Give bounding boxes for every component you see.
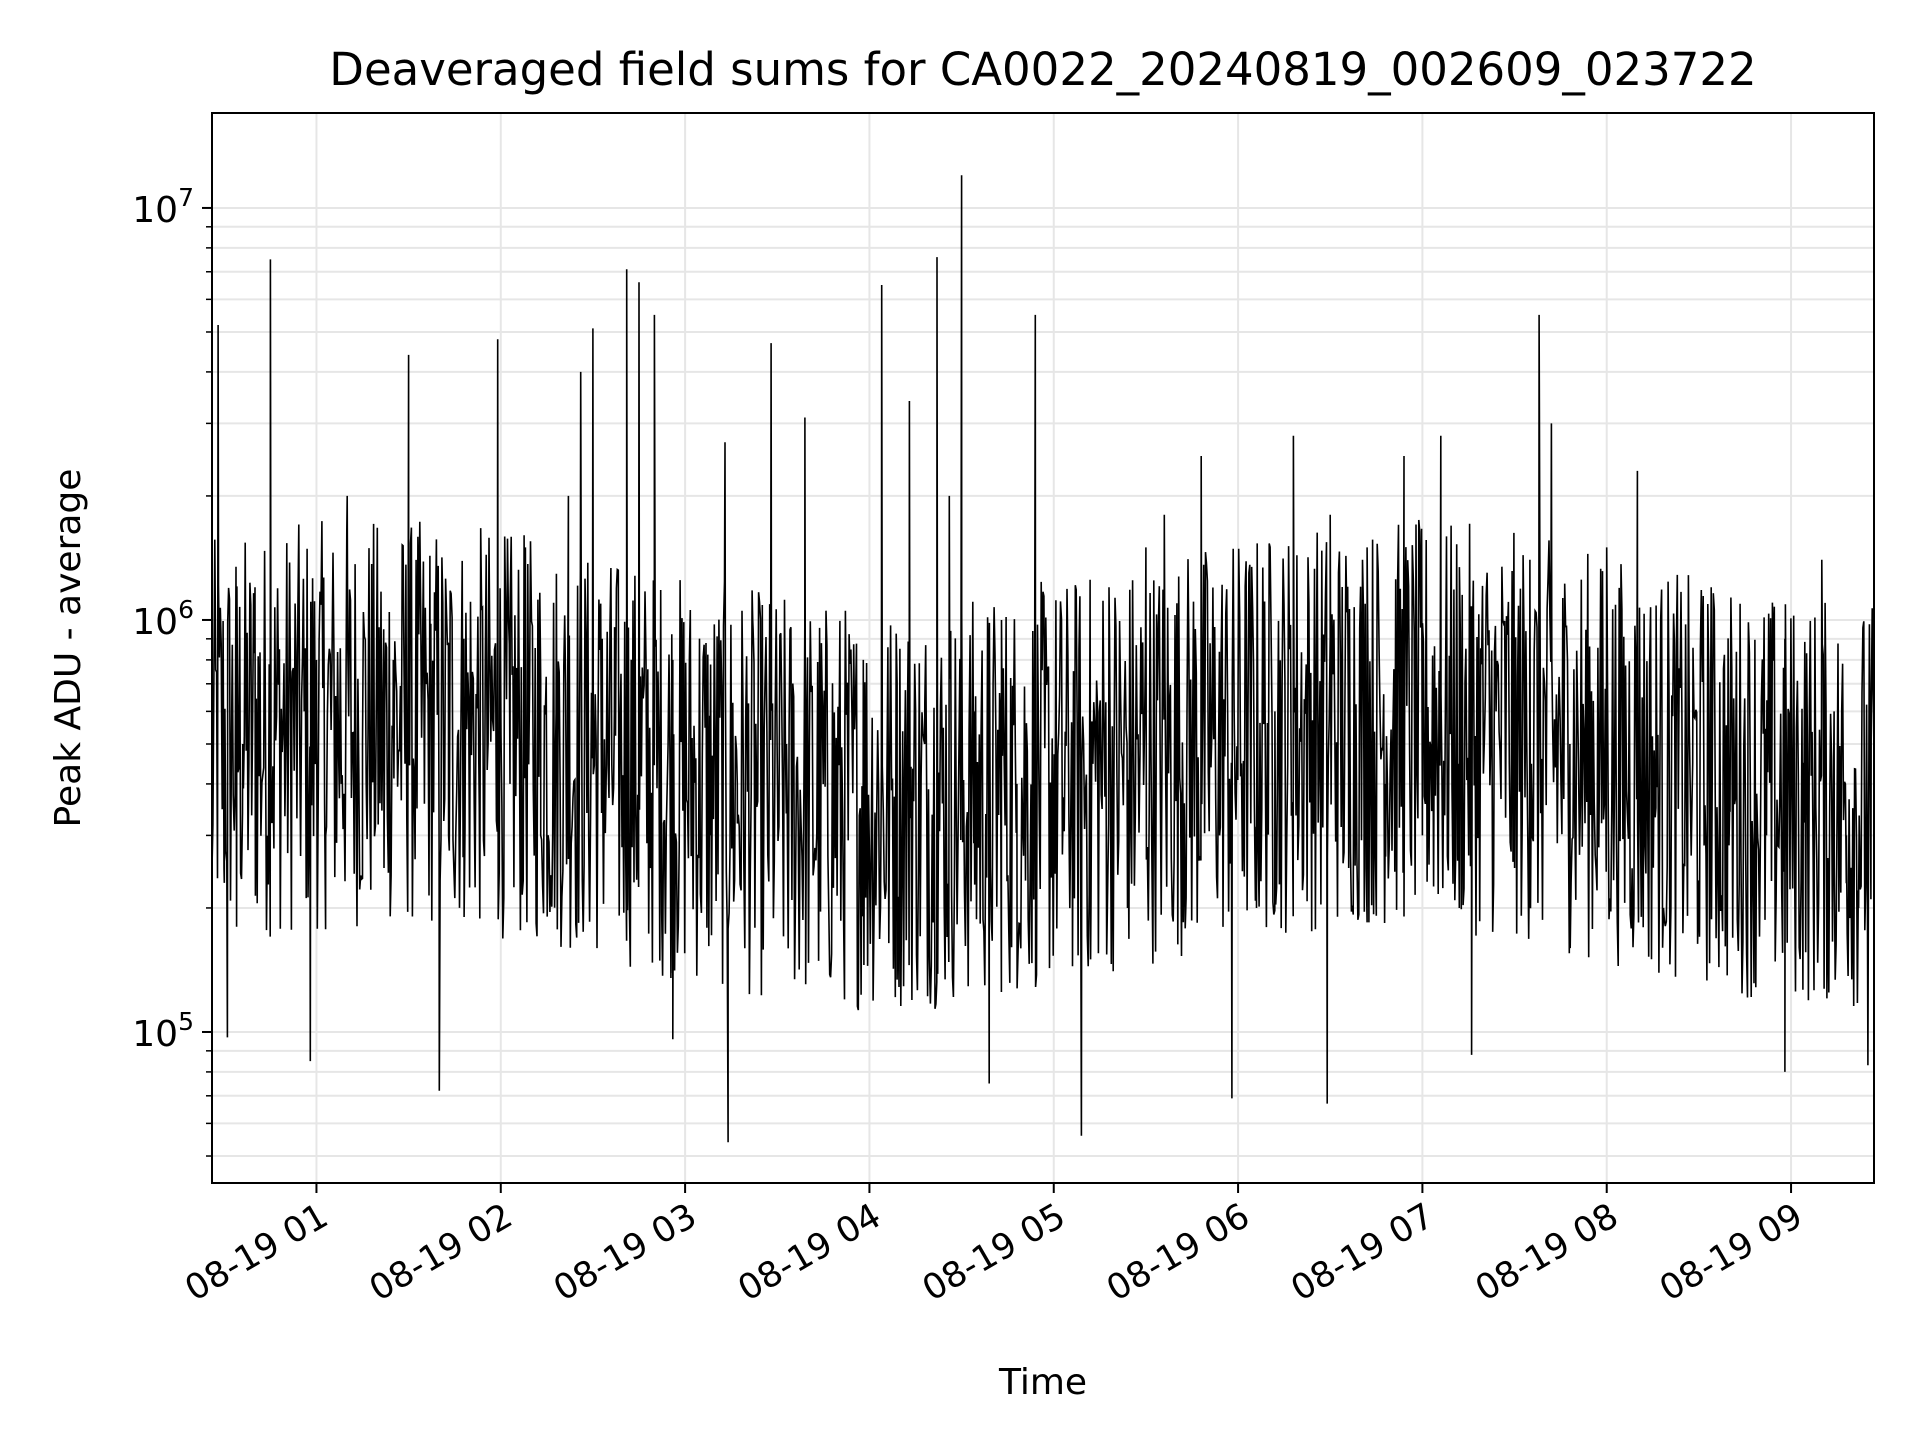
y-axis-ticks: 105 106 107 — [132, 183, 212, 1157]
y-tick-label: 107 — [132, 183, 194, 231]
plot-area — [211, 175, 1875, 1143]
y-tick-label: 105 — [132, 1007, 194, 1055]
x-axis-label: Time — [998, 1362, 1087, 1403]
series-line — [211, 175, 1875, 1143]
y-axis-label: Peak ADU - average — [48, 469, 89, 828]
y-tick-label: 106 — [132, 595, 194, 643]
chart-title: Deaveraged field sums for CA0022_2024081… — [329, 43, 1756, 96]
plot-frame — [211, 112, 1875, 1184]
